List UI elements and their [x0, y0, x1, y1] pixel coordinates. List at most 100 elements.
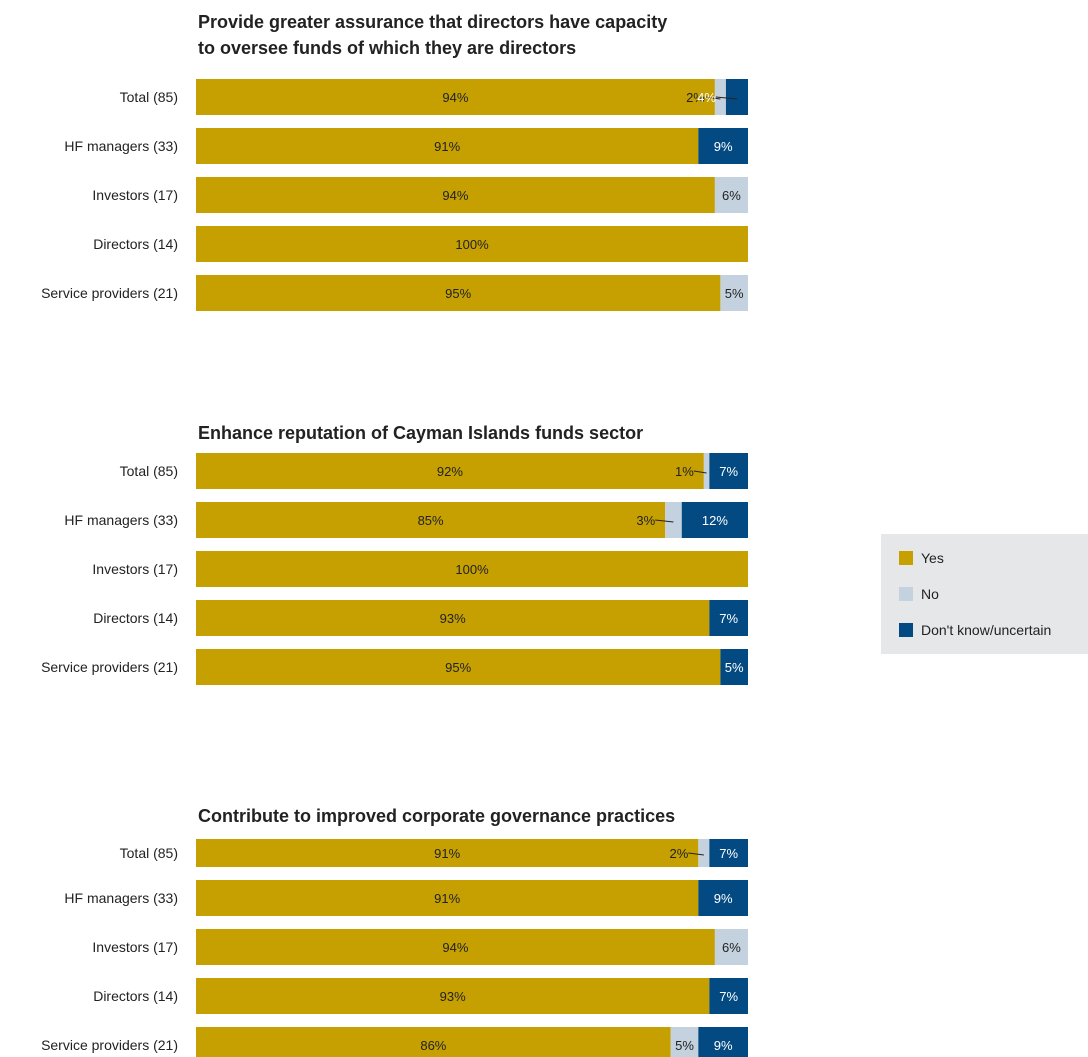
data-label-no: 3%	[636, 513, 655, 528]
chart-1-title-line-2: to oversee funds of which they are direc…	[198, 38, 576, 58]
data-label-dont-know: 5%	[725, 660, 744, 675]
bar-segment-yes	[196, 177, 715, 213]
bar-segment-yes	[196, 502, 666, 538]
bar-segment-yes	[196, 929, 715, 965]
bar-segment-no	[714, 177, 748, 213]
data-label-yes: 93%	[440, 611, 466, 626]
data-label-yes: 94%	[442, 90, 468, 105]
leader-line	[688, 852, 704, 856]
data-label-yes: 94%	[442, 188, 468, 203]
bar-segment-yes	[196, 79, 715, 115]
data-label-yes: 94%	[442, 940, 468, 955]
data-label-no: 6%	[722, 188, 741, 203]
data-label-yes: 100%	[455, 237, 489, 252]
bar-segment-yes	[196, 551, 748, 587]
data-label-dont-know: 9%	[714, 139, 733, 154]
data-label-dont-know: 9%	[714, 891, 733, 906]
chart-1-title-line-1: Provide greater assurance that directors…	[198, 12, 667, 32]
bar-segment-yes	[196, 978, 710, 1014]
chart-1: Provide greater assurance that directors…	[41, 12, 748, 311]
data-label-no: 5%	[725, 286, 744, 301]
bar-segment-dont-know	[709, 453, 748, 489]
category-label: Total (85)	[120, 845, 178, 861]
data-label-no: 5%	[675, 1038, 694, 1053]
bar-segment-yes	[196, 880, 699, 916]
legend: Yes No Don't know/uncertain	[881, 534, 1088, 654]
data-label-dont-know: 7%	[719, 846, 738, 861]
chart-3-title-line-1: Contribute to improved corporate governa…	[198, 806, 675, 826]
category-label: Service providers (21)	[41, 1037, 178, 1053]
category-label: HF managers (33)	[64, 138, 178, 154]
category-label: Service providers (21)	[41, 285, 178, 301]
data-label-yes: 93%	[440, 989, 466, 1004]
category-label: Directors (14)	[93, 236, 178, 252]
legend-label-dont-know: Don't know/uncertain	[921, 622, 1052, 638]
bar-segment-yes	[196, 453, 704, 489]
leader-line	[704, 96, 721, 100]
legend-swatch-no	[899, 587, 913, 601]
legend-item-no: No	[899, 584, 939, 604]
legend-label-yes: Yes	[921, 550, 944, 566]
bar-segment-yes	[196, 275, 721, 311]
bar-segment-dont-know	[725, 79, 748, 115]
leader-line	[715, 96, 738, 100]
data-label-yes: 95%	[445, 660, 471, 675]
data-label-yes: 85%	[418, 513, 444, 528]
bar-segment-no	[720, 275, 748, 311]
bar-segment-no	[665, 502, 682, 538]
data-label-yes: 92%	[437, 464, 463, 479]
legend-swatch-yes	[899, 551, 913, 565]
data-label-yes: 91%	[434, 891, 460, 906]
data-label-no: 2%	[686, 90, 705, 105]
legend-item-yes: Yes	[899, 548, 944, 568]
data-label-no: 2%	[670, 846, 689, 861]
bar-segment-dont-know	[698, 880, 748, 916]
leader-line	[693, 470, 707, 474]
data-label-dont-know: 7%	[719, 611, 738, 626]
category-label: HF managers (33)	[64, 512, 178, 528]
chart-2-title-line-1: Enhance reputation of Cayman Islands fun…	[198, 423, 643, 443]
category-label: Directors (14)	[93, 988, 178, 1004]
category-label: Directors (14)	[93, 610, 178, 626]
bar-segment-yes	[196, 128, 699, 164]
data-label-dont-know: 7%	[719, 989, 738, 1004]
chart-2: Enhance reputation of Cayman Islands fun…	[41, 423, 748, 685]
category-label: HF managers (33)	[64, 890, 178, 906]
data-label-dont-know: 7%	[719, 464, 738, 479]
bar-segment-no	[670, 1027, 699, 1057]
chart-3: Contribute to improved corporate governa…	[41, 806, 748, 1057]
bar-segment-no	[698, 839, 710, 867]
category-label: Total (85)	[120, 463, 178, 479]
bar-segment-yes	[196, 839, 699, 867]
legend-item-dont-know: Don't know/uncertain	[899, 620, 1051, 640]
category-label: Total (85)	[120, 89, 178, 105]
data-label-yes: 86%	[420, 1038, 446, 1053]
leader-line	[655, 519, 674, 523]
bar-segment-dont-know	[709, 600, 748, 636]
bar-segment-yes	[196, 649, 721, 685]
category-label: Service providers (21)	[41, 659, 178, 675]
bar-segment-dont-know	[720, 649, 748, 685]
category-label: Investors (17)	[92, 939, 178, 955]
data-label-dont-know: 12%	[702, 513, 728, 528]
data-label-dont-know: 9%	[714, 1038, 733, 1053]
bar-segment-dont-know	[709, 978, 748, 1014]
data-label-no: 6%	[722, 940, 741, 955]
data-label-yes: 91%	[434, 139, 460, 154]
data-label-no: 1%	[675, 464, 694, 479]
category-label: Investors (17)	[92, 561, 178, 577]
bar-segment-yes	[196, 600, 710, 636]
bar-segment-dont-know	[698, 128, 748, 164]
data-label-yes: 91%	[434, 846, 460, 861]
category-label: Investors (17)	[92, 187, 178, 203]
legend-swatch-dont-know	[899, 623, 913, 637]
legend-label-no: No	[921, 586, 939, 602]
bar-segment-dont-know	[698, 1027, 748, 1057]
bar-segment-no	[703, 453, 710, 489]
bar-segment-no	[714, 929, 748, 965]
bar-segment-dont-know	[709, 839, 748, 867]
data-label-yes: 95%	[445, 286, 471, 301]
bar-segment-dont-know	[681, 502, 748, 538]
data-label-dont-know: 4%	[697, 90, 716, 105]
